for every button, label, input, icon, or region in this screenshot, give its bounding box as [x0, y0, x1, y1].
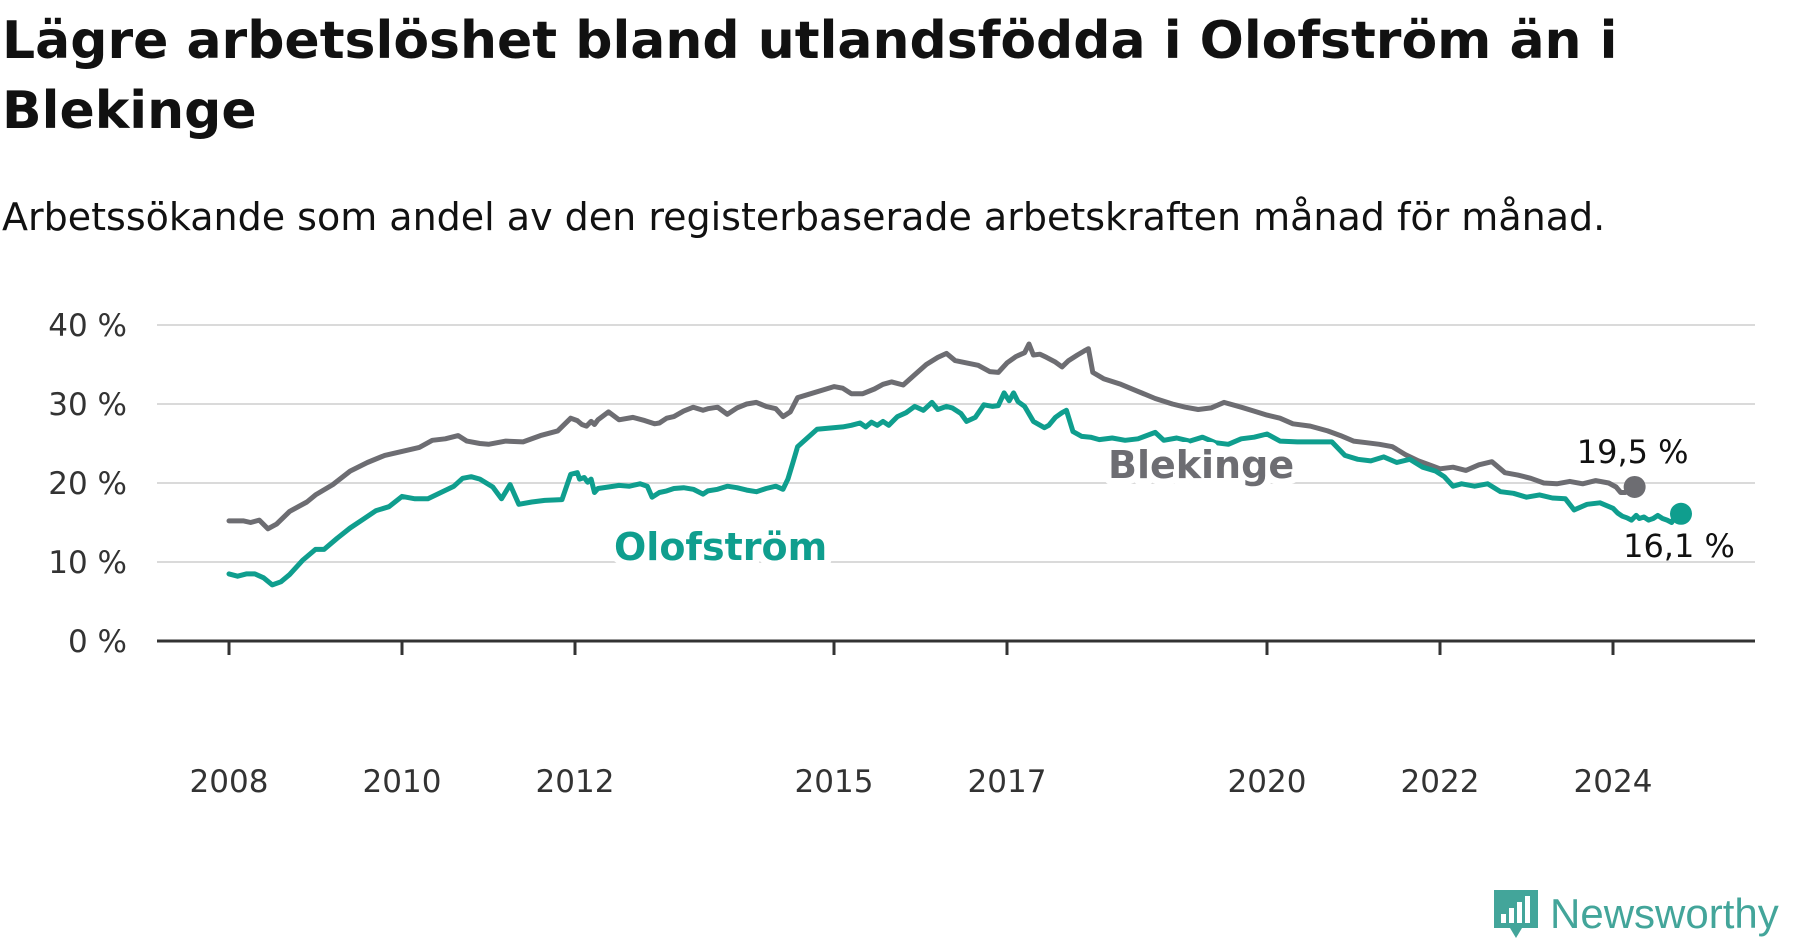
brand-name: Newsworthy	[1550, 890, 1779, 937]
chart-title: Lägre arbetslöshet bland utlandsfödda i …	[2, 11, 1618, 141]
newsworthy-logo: Newsworthy	[1492, 888, 1779, 940]
gridlines	[157, 324, 1755, 563]
y-tick-label: 20 %	[48, 466, 127, 502]
series-label: Olofström	[614, 525, 827, 569]
series-end-point	[1623, 475, 1646, 498]
x-tick-label: 2022	[1401, 764, 1480, 800]
series-end-value: 16,1 %	[1623, 527, 1735, 565]
series-line-blekinge	[226, 341, 1638, 532]
x-axis: 2008 2010 2012 2015 2017 2020 2022 2024	[157, 639, 1755, 800]
x-tick-label: 2008	[190, 764, 269, 800]
bar-chart-icon	[1494, 890, 1538, 938]
series-lines	[226, 341, 1692, 588]
y-tick-label: 10 %	[48, 545, 127, 581]
x-tick-label: 2010	[363, 764, 442, 800]
series-end-value: 19,5 %	[1577, 433, 1689, 471]
y-tick-label: 0 %	[68, 624, 127, 660]
x-tick-label: 2015	[795, 764, 874, 800]
series-label-halo: Olofström	[614, 525, 827, 569]
series-label: Blekinge	[1108, 443, 1294, 487]
x-tick-label: 2017	[968, 764, 1047, 800]
series-line-olofstrom	[226, 390, 1684, 588]
chart-subtitle: Arbetssökande som andel av den registerb…	[2, 195, 1606, 239]
series-label-halo: Blekinge	[1108, 443, 1294, 487]
y-axis-ticks: 0 % 10 % 20 % 30 % 40 %	[48, 308, 127, 660]
y-tick-label: 30 %	[48, 387, 127, 423]
x-tick-label: 2024	[1574, 764, 1653, 800]
x-tick-label: 2020	[1228, 764, 1307, 800]
y-tick-label: 40 %	[48, 308, 127, 344]
series-end-point	[1670, 502, 1692, 525]
x-tick-label: 2012	[536, 764, 615, 800]
line-chart: 0 % 10 % 20 % 30 % 40 % 2008 2010 2012 2015 2017…	[48, 308, 1755, 800]
